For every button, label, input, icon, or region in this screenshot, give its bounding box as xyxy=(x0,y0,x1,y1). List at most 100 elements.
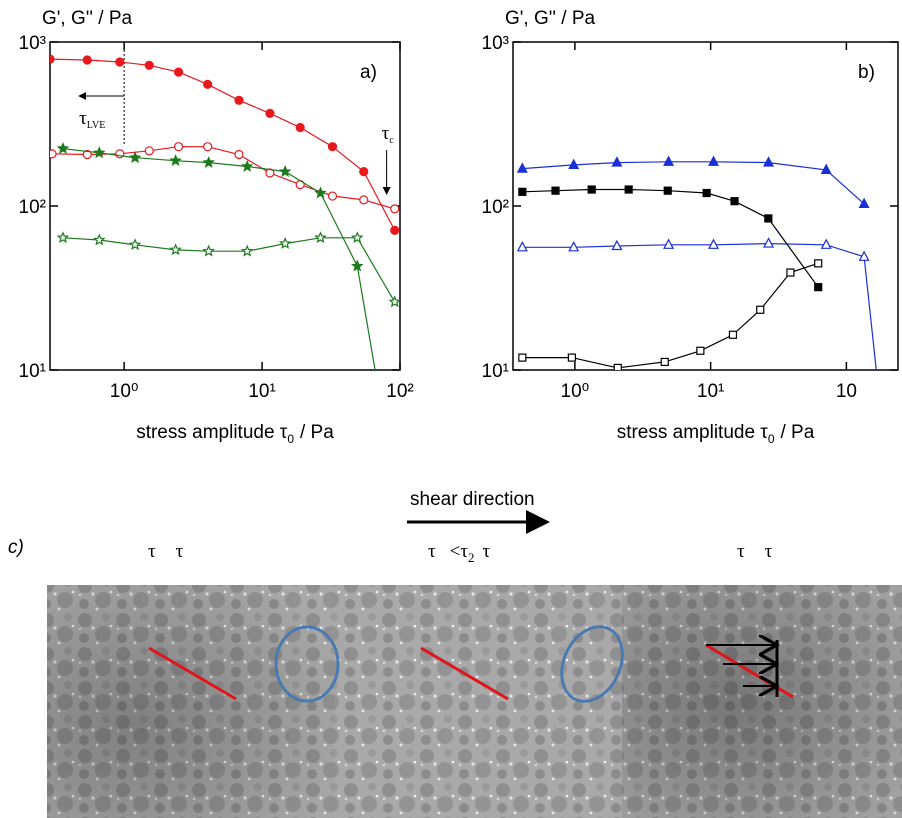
data-point xyxy=(516,241,528,252)
data-point xyxy=(663,186,672,195)
y-axis-label: G', G'' / Pa xyxy=(505,8,596,29)
data-point xyxy=(708,155,720,166)
data-point xyxy=(814,259,823,268)
caption-part: τ xyxy=(765,541,773,562)
tracer-line xyxy=(148,646,237,701)
micrograph xyxy=(335,585,622,818)
data-point xyxy=(169,154,182,166)
data-point xyxy=(624,185,633,194)
caption-part: τ xyxy=(428,541,436,562)
data-point xyxy=(814,283,823,292)
micrograph-shade xyxy=(622,585,902,818)
data-point xyxy=(351,231,364,244)
y-tick-label: 10² xyxy=(19,197,46,218)
data-point xyxy=(820,163,832,175)
panel-label: a) xyxy=(360,62,377,83)
data-point xyxy=(611,239,623,251)
data-point xyxy=(278,237,292,249)
data-point xyxy=(663,155,675,166)
x-axis-label-sub: 0 xyxy=(768,432,775,446)
data-point xyxy=(327,142,338,152)
data-point xyxy=(567,353,576,362)
series-line xyxy=(62,237,396,303)
data-point xyxy=(587,185,596,194)
data-point xyxy=(613,363,622,370)
data-point xyxy=(173,142,184,152)
annotation-subscript: LVE xyxy=(87,120,106,131)
x-axis-label-text: stress amplitude τ xyxy=(136,422,288,443)
series-line xyxy=(51,146,395,210)
y-tick-label: 10¹ xyxy=(482,361,509,382)
data-point xyxy=(663,238,675,249)
data-point xyxy=(351,259,364,272)
shear-direction-label: shear direction xyxy=(410,489,535,510)
series-line xyxy=(522,242,877,370)
data-point xyxy=(203,79,213,89)
x-tick-label: 10 xyxy=(836,381,857,402)
x-axis-label-unit: / Pa xyxy=(781,422,815,443)
y-tick-label: 10² xyxy=(482,197,509,218)
data-point xyxy=(240,244,254,257)
data-point xyxy=(756,305,765,314)
data-point xyxy=(93,146,106,159)
x-tick-label: 10⁰ xyxy=(110,381,139,402)
plot-area xyxy=(516,155,877,370)
data-point xyxy=(764,214,773,223)
annotation-symbol: τ xyxy=(79,108,87,129)
series-line xyxy=(522,262,819,369)
data-point xyxy=(50,149,57,159)
caption-part: <τ xyxy=(450,541,469,562)
plot-area xyxy=(50,54,400,390)
data-point xyxy=(660,357,669,367)
caption-part: τ xyxy=(148,541,156,562)
x-axis-label: stress amplitude τ0 / Pa xyxy=(136,422,334,446)
highlight-ellipse xyxy=(560,625,624,703)
y-tick-label: 10³ xyxy=(482,33,509,54)
highlight-ellipse xyxy=(274,625,340,703)
data-point xyxy=(390,204,400,214)
data-point xyxy=(373,381,383,390)
data-point xyxy=(763,156,775,167)
x-tick-label: 10⁰ xyxy=(561,381,590,402)
annotation-subscript: c xyxy=(389,135,394,146)
series-line xyxy=(50,58,396,231)
x-tick-label: 10² xyxy=(386,381,413,402)
data-point xyxy=(295,122,305,133)
data-point xyxy=(265,108,275,118)
x-tick-label: 10¹ xyxy=(248,381,275,402)
x-axis-label-text: stress amplitude τ xyxy=(617,422,769,443)
data-point xyxy=(858,250,870,261)
data-point xyxy=(314,231,327,244)
caption-part: τ xyxy=(737,541,745,562)
data-point xyxy=(240,159,254,172)
data-point xyxy=(128,151,142,164)
data-point xyxy=(518,187,527,196)
y-tick-label: 10³ xyxy=(19,33,46,54)
x-axis-label-unit: / Pa xyxy=(300,422,334,443)
data-point xyxy=(82,149,92,160)
y-axis-label: G', G'' / Pa xyxy=(42,8,133,29)
data-point xyxy=(234,149,244,160)
series-line xyxy=(522,188,819,288)
data-point xyxy=(820,238,832,249)
data-point xyxy=(115,149,125,159)
data-point xyxy=(728,330,738,339)
data-point xyxy=(518,353,527,362)
data-point xyxy=(359,195,369,205)
data-point xyxy=(359,167,369,177)
data-point xyxy=(203,142,213,152)
data-point xyxy=(551,186,560,195)
data-point xyxy=(327,191,338,201)
data-point xyxy=(388,295,400,308)
data-point xyxy=(50,54,55,64)
data-point xyxy=(314,186,327,199)
data-point xyxy=(202,244,215,257)
data-point xyxy=(56,231,70,244)
data-point xyxy=(390,225,400,235)
plot-frame xyxy=(49,41,401,371)
annotation-symbol: τ xyxy=(382,123,390,144)
data-point xyxy=(763,237,775,248)
